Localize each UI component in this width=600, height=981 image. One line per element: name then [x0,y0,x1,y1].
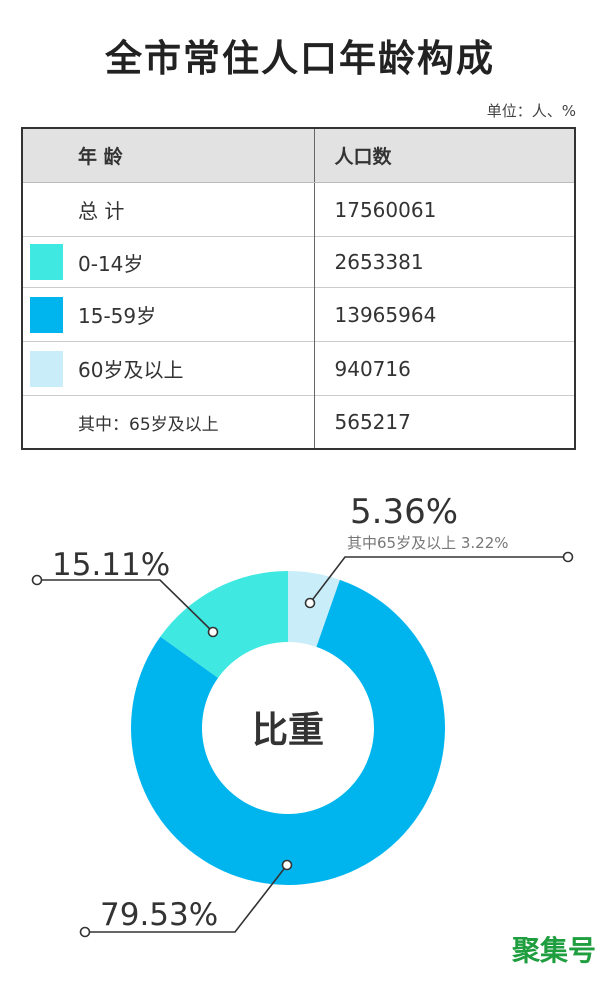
data-label-0-14: 15.11% [52,547,170,583]
header-age: 年 龄 [22,128,315,183]
donut-slice-0-14岁 [160,571,288,678]
row-value: 17560061 [314,182,575,237]
page-title: 全市常住人口年龄构成 [105,37,495,80]
leader-line-15-59 [85,864,288,933]
row-value: 565217 [314,395,575,449]
row-label: 总 计 [22,182,315,237]
unit-note: 单位：人、% [486,102,576,120]
leader-dot [562,551,574,563]
legend-swatch [30,350,63,387]
row-label: 其中：65岁及以上 [22,395,315,449]
row-label: 0-14岁 [78,251,144,276]
table-row: 60岁及以上 940716 [22,341,575,396]
leader-dot [79,926,91,938]
leader-dot [281,859,293,871]
row-value: 940716 [314,341,575,396]
donut-slice-15-59岁 [130,579,445,885]
leader-line-60plus [309,556,568,604]
data-label-15-59: 79.53% [100,897,218,933]
row-label: 15-59岁 [78,304,157,328]
center-label: 比重 [252,710,324,751]
legend-swatch [30,296,63,333]
table-row: 其中：65岁及以上 565217 [22,395,575,449]
row-value: 13965964 [314,287,575,342]
row-label: 60岁及以上 [78,358,184,382]
watermark-logo: 聚集号 [511,934,596,967]
leader-dot [207,626,219,638]
donut-slice-60岁及以上 [288,571,340,647]
population-table: 年 龄 人口数 总 计 17560061 0-14岁 2653381 15-59… [21,127,576,450]
data-label-60plus: 5.36% [350,492,458,532]
leader-line-0-14 [37,579,214,633]
table-row: 总 计 17560061 [22,182,575,237]
leader-dot [304,597,316,609]
legend-swatch [30,244,63,280]
table-row: 0-14岁 2653381 [22,236,575,288]
row-value: 2653381 [314,236,575,288]
table-row: 15-59岁 13965964 [22,287,575,342]
leader-dot [31,574,43,586]
data-sublabel-65plus: 其中65岁及以上 3.22% [347,534,509,552]
